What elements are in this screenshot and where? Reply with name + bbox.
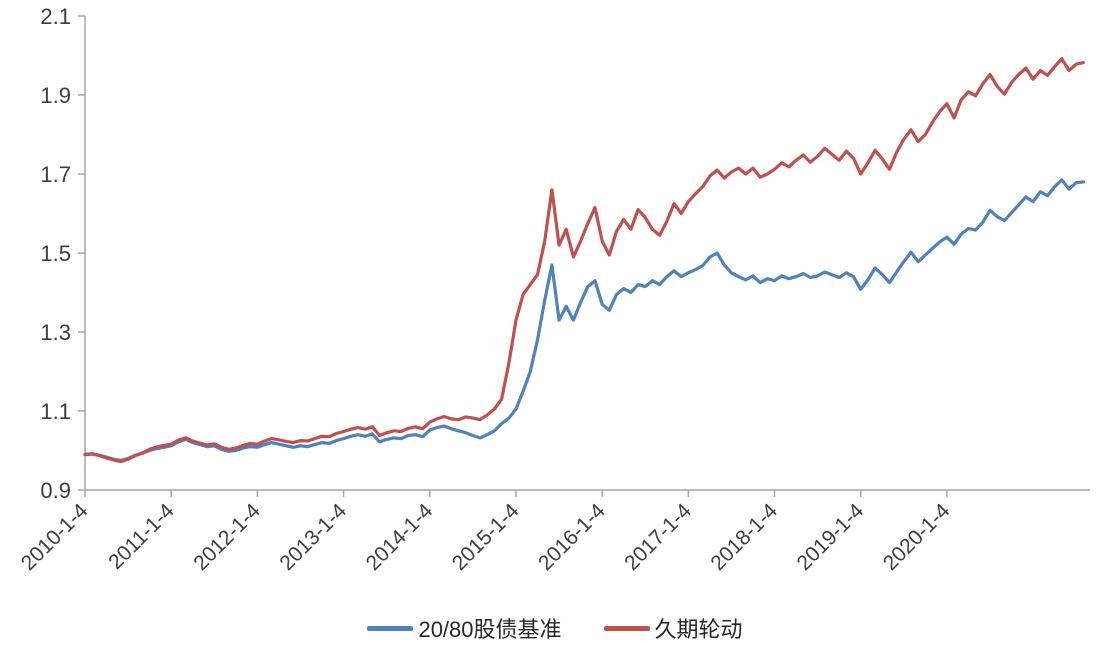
x-tick-label: 2015-1-4 (448, 499, 524, 575)
y-tick-label: 1.5 (40, 241, 71, 266)
x-tick-label: 2011-1-4 (104, 499, 179, 574)
legend-label-benchmark: 20/80股债基准 (418, 617, 562, 642)
series-line-1 (83, 57, 1085, 464)
x-tick-label: 2012-1-4 (189, 499, 265, 575)
chart-legend: 20/80股债基准 久期轮动 (0, 602, 1110, 654)
y-tick-label: 1.3 (40, 320, 71, 345)
x-tick-label: 2016-1-4 (534, 499, 610, 575)
x-tick-label: 2014-1-4 (362, 499, 438, 575)
legend-item-duration-rotation: 久期轮动 (603, 612, 743, 644)
legend-item-benchmark: 20/80股债基准 (367, 612, 562, 644)
y-tick-label: 0.9 (40, 478, 71, 503)
x-tick-label: 2017-1-4 (620, 499, 696, 575)
x-tick-label: 2018-1-4 (706, 499, 782, 575)
benchmark-line-swatch (367, 625, 414, 631)
x-tick-label: 2010-1-4 (17, 499, 93, 575)
x-tick-label: 2020-1-4 (879, 499, 955, 575)
y-tick-label: 1.1 (40, 399, 71, 424)
duration-rotation-line-swatch (603, 625, 650, 631)
y-tick-label: 1.7 (40, 162, 71, 187)
y-tick-label: 2.1 (40, 4, 71, 29)
series-line-0 (83, 178, 1085, 462)
x-tick-label: 2019-1-4 (793, 499, 869, 575)
legend-label-duration-rotation: 久期轮动 (654, 617, 743, 642)
x-tick-label: 2013-1-4 (275, 499, 351, 575)
y-tick-label: 1.9 (40, 83, 71, 108)
